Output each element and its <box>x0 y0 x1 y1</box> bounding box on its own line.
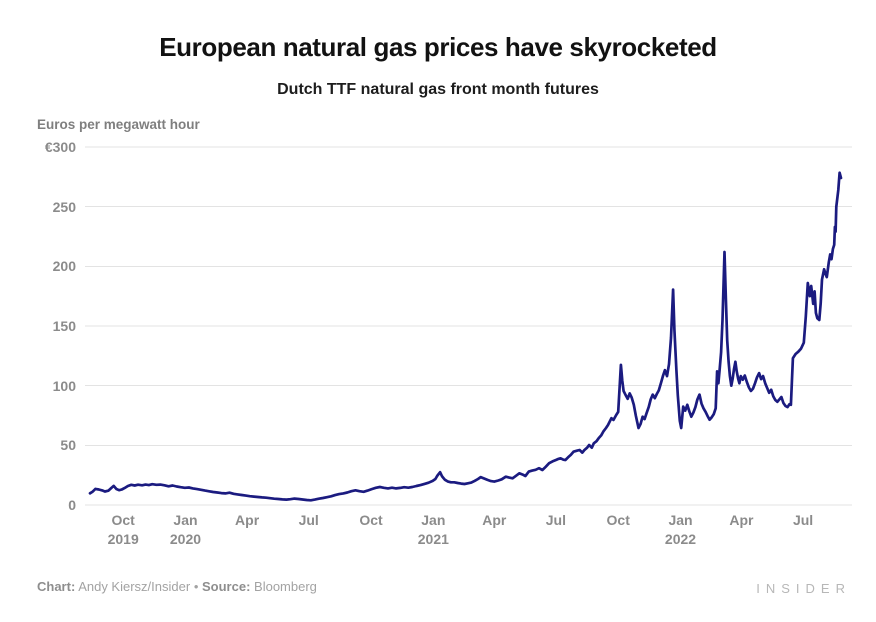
footer-source-label: Source: <box>202 579 251 594</box>
y-tick-label: 200 <box>52 258 76 275</box>
x-tick-month: Apr <box>482 512 507 528</box>
y-tick-label: 100 <box>52 377 76 394</box>
x-tick-label: Apr <box>462 511 526 530</box>
x-tick-month: Apr <box>235 512 260 528</box>
y-tick-label: €300 <box>44 139 76 155</box>
x-tick-month: Jul <box>298 512 319 528</box>
y-axis-unit-label: Euros per megawatt hour <box>37 117 200 132</box>
x-tick-year: 2021 <box>417 531 449 547</box>
x-tick-label: Oct <box>339 511 403 530</box>
footer-separator: • <box>193 579 199 594</box>
x-tick-month: Jan <box>421 512 446 528</box>
price-line <box>88 171 843 502</box>
footer-source-value: Bloomberg <box>254 579 317 594</box>
y-tick-label: 50 <box>60 437 76 454</box>
x-tick-month: Jan <box>173 512 198 528</box>
x-tick-month: Oct <box>111 512 135 528</box>
x-tick-label: Jul <box>524 511 588 530</box>
x-tick-label: Apr <box>215 511 279 530</box>
x-tick-month: Oct <box>606 512 630 528</box>
x-tick-month: Apr <box>729 512 754 528</box>
y-tick-label: 150 <box>52 318 76 334</box>
x-tick-year: 2020 <box>169 531 202 547</box>
footer-chart-label: Chart: <box>37 579 76 594</box>
insider-logo: INSIDER <box>756 581 851 596</box>
x-tick-label: Jan 2021 <box>401 511 465 549</box>
x-tick-label: Jan 2022 <box>649 511 713 549</box>
x-tick-year: 2022 <box>664 531 697 547</box>
y-tick-label: 0 <box>68 497 76 513</box>
x-tick-month: Jul <box>792 512 814 528</box>
x-tick-label: Oct 2019 <box>91 511 155 549</box>
page-title: European natural gas prices have skyrock… <box>159 32 717 62</box>
x-tick-label: Jul <box>771 511 835 530</box>
x-tick-year: 2019 <box>107 531 139 547</box>
x-tick-month: Jul <box>545 512 566 528</box>
footer-chart-value: Andy Kiersz/Insider <box>78 579 191 594</box>
x-tick-month: Oct <box>359 512 383 528</box>
page-subtitle: Dutch TTF natural gas front month future… <box>277 81 599 98</box>
footer-credits: Chart: Andy Kiersz/Insider • Source: Blo… <box>37 579 317 594</box>
x-tick-label: Oct <box>586 511 650 530</box>
x-tick-label: Jul <box>277 511 341 530</box>
x-tick-label: Apr <box>709 511 773 530</box>
x-tick-label: Jan 2020 <box>153 511 217 549</box>
y-tick-label: 250 <box>52 198 76 215</box>
x-tick-month: Jan <box>668 512 693 528</box>
